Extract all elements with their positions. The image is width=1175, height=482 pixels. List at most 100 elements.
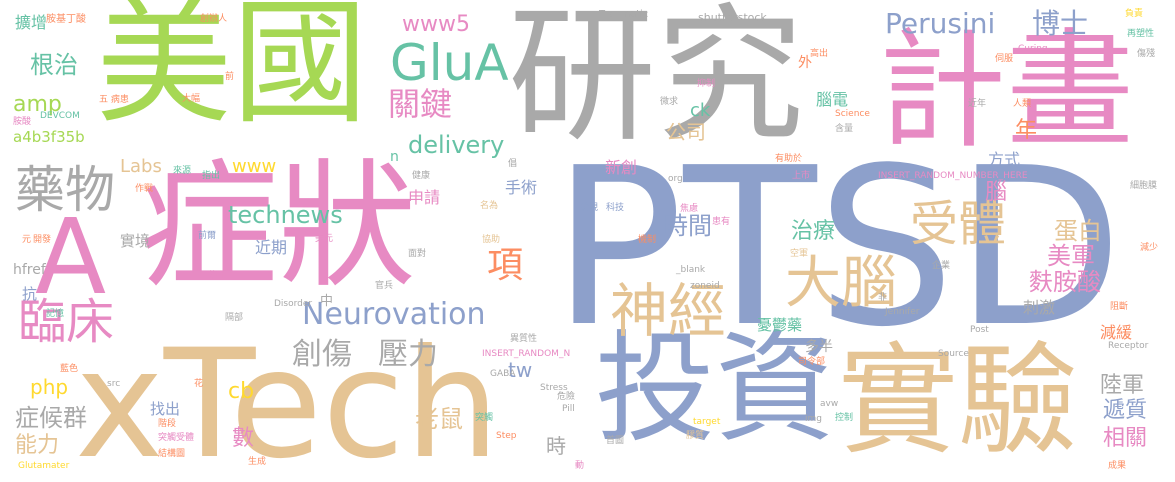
word: 作戰 xyxy=(135,184,154,194)
word: INSERT_RANDOM_N xyxy=(482,349,571,359)
word: 成果 xyxy=(1108,461,1127,471)
word: delivery xyxy=(408,131,505,159)
word: 階段 xyxy=(158,419,177,429)
word: Stress xyxy=(540,383,568,393)
word: 傷殘 xyxy=(1137,49,1156,59)
word: 老鼠 xyxy=(415,405,463,433)
word: 腦 xyxy=(985,180,1008,205)
word: 五 病患 xyxy=(99,95,129,105)
word: 申請 xyxy=(408,188,441,207)
word: 伺服 xyxy=(995,54,1014,64)
word: 減少 xyxy=(1140,243,1159,253)
word: 擴增 xyxy=(15,13,48,32)
word: Traumatic xyxy=(599,9,649,20)
word: 麩胺酸 xyxy=(1029,268,1101,296)
word: 患有 xyxy=(712,217,731,227)
word: 關鍵 xyxy=(388,85,453,123)
word: 美元 xyxy=(315,234,334,244)
word: Source xyxy=(938,349,969,359)
word: 手術 xyxy=(505,178,538,197)
word: shutterstock xyxy=(698,11,767,24)
word: 藍色 xyxy=(60,364,79,374)
word: 膠質 xyxy=(686,431,705,441)
word: 首圖 xyxy=(606,436,625,446)
word: 大幅 xyxy=(182,94,201,104)
word: 胺酸 xyxy=(13,117,32,127)
word: Curing xyxy=(1018,44,1048,54)
word: 司令部 xyxy=(798,357,826,367)
word: 來源 xyxy=(173,166,192,176)
word: 花 xyxy=(194,379,204,389)
word: 遞質 xyxy=(1103,398,1148,423)
word: 蛋白 xyxy=(1054,217,1102,245)
word: GABA xyxy=(490,369,516,379)
word: target xyxy=(693,417,721,427)
word: zoneid xyxy=(690,281,720,291)
word: php xyxy=(30,375,69,399)
word: 根治 xyxy=(30,51,78,79)
word: 計畫 xyxy=(878,17,1135,166)
word: 焦慮 xyxy=(680,204,699,214)
word: 生成 xyxy=(248,457,267,467)
word: 投資 xyxy=(595,320,835,459)
word: 人類 xyxy=(1013,99,1032,109)
word: 大腦 xyxy=(785,251,897,316)
word: 博士 xyxy=(1032,7,1089,40)
word: img xyxy=(805,414,822,424)
word: 官兵 xyxy=(375,281,394,291)
word: 腦電 xyxy=(816,90,849,109)
word: Receptor xyxy=(1108,341,1149,351)
word: 機制 xyxy=(638,235,657,245)
word: 多半 xyxy=(805,339,833,355)
word: 突觸 xyxy=(475,413,494,423)
word: 臨床 xyxy=(18,294,115,350)
word: 抗 xyxy=(22,285,38,303)
word: Step xyxy=(496,431,517,441)
word: Labs xyxy=(120,156,162,177)
word: INSERT_RANDOM_NUMBER_HERE xyxy=(878,171,1028,181)
word: 含量 xyxy=(835,124,854,134)
word: 高出 xyxy=(810,49,829,59)
word: Glutamater xyxy=(18,461,70,471)
word: 企業 xyxy=(932,261,951,271)
word: 近年 xyxy=(968,99,987,109)
word: 面對 xyxy=(408,249,427,259)
word: 找出 xyxy=(150,400,181,418)
word: 負責 xyxy=(1125,9,1144,19)
word: technews xyxy=(228,201,343,229)
word: xTech xyxy=(75,318,500,482)
word: 時間 xyxy=(664,212,712,240)
word: 年 xyxy=(1015,118,1038,143)
word: 微求 xyxy=(660,97,679,107)
word: amp xyxy=(13,92,62,117)
word: 能力 xyxy=(15,433,60,458)
word: 中 xyxy=(320,294,334,309)
word: 空軍 xyxy=(790,249,809,259)
word: PTSD xyxy=(552,122,1123,375)
word: 控制 xyxy=(835,413,854,423)
word: 相關 xyxy=(1103,426,1148,451)
word: Perusini xyxy=(885,7,996,40)
word: 開發 xyxy=(33,235,52,245)
word: tw xyxy=(508,358,533,382)
word: hfref xyxy=(13,262,46,278)
word: 實境 xyxy=(120,232,151,250)
word: 記憶 xyxy=(46,309,65,319)
word: cb xyxy=(228,379,255,404)
word: A xyxy=(35,196,107,318)
word: 陸軍 xyxy=(1100,373,1145,398)
word: www xyxy=(232,156,277,177)
word: 創傷 xyxy=(292,337,352,372)
word: ck xyxy=(690,100,711,121)
word: avw xyxy=(820,399,839,409)
word: Post xyxy=(970,325,989,335)
word: 刺激 xyxy=(1023,298,1056,317)
word: GluA xyxy=(390,34,509,92)
word: 壓力 xyxy=(378,337,438,372)
word: Neurovation xyxy=(302,297,486,332)
word: 前爾 xyxy=(198,231,217,241)
word: 受體 xyxy=(910,196,1007,252)
word: 美軍 xyxy=(1047,242,1095,270)
word: 動 xyxy=(575,461,585,471)
